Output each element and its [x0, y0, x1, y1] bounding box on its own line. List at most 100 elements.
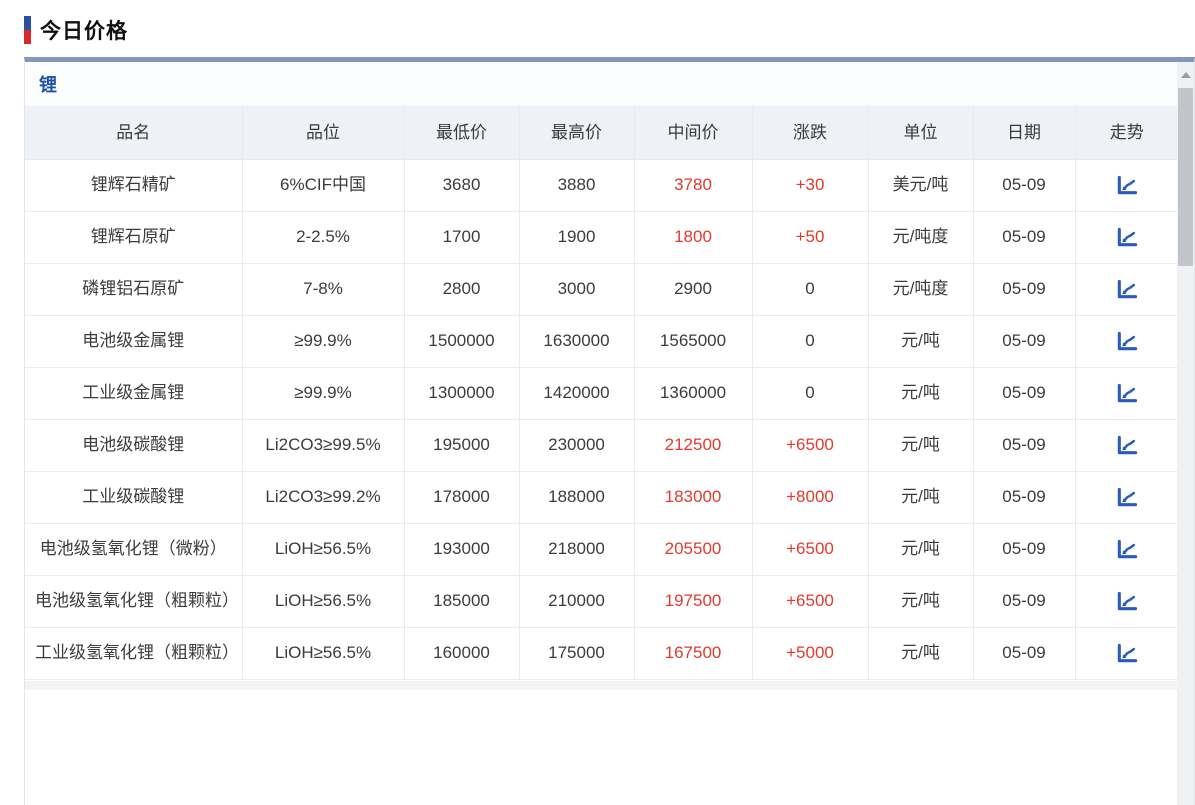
cell-date: 05-09 [972, 626, 1076, 680]
price-table: 品名 品位 最低价 最高价 中间价 涨跌 单位 日期 走势 锂辉石精矿 6%CI… [25, 107, 1178, 680]
line-chart-icon[interactable] [1115, 226, 1139, 250]
cell-mid-price: 197500 [633, 574, 753, 628]
cell-low-price: 160000 [403, 626, 520, 680]
cell-change: +50 [751, 210, 869, 264]
table-row: 电池级碳酸锂 Li2CO3≥99.5% 195000 230000 212500… [25, 418, 1178, 472]
cell-high-price: 188000 [518, 470, 635, 524]
cell-low-price: 1500000 [403, 314, 520, 368]
cell-unit: 元/吨 [867, 522, 974, 576]
cell-trend [1074, 522, 1178, 576]
cell-high-price: 1900 [518, 210, 635, 264]
cell-high-price: 1630000 [518, 314, 635, 368]
col-header-high-price: 最高价 [518, 107, 635, 160]
cell-unit: 元/吨度 [867, 262, 974, 316]
cell-change: +6500 [751, 418, 869, 472]
table-row: 磷锂铝石原矿 7-8% 2800 3000 2900 0 元/吨度 05-09 [25, 262, 1178, 316]
scroll-up-button[interactable] [1177, 62, 1194, 87]
cell-mid-price: 1565000 [633, 314, 753, 368]
cell-date: 05-09 [972, 314, 1076, 368]
cell-high-price: 3880 [518, 158, 635, 212]
line-chart-icon[interactable] [1115, 642, 1139, 666]
cell-high-price: 3000 [518, 262, 635, 316]
table-row: 电池级氢氧化锂（粗颗粒） LiOH≥56.5% 185000 210000 19… [25, 574, 1178, 628]
cell-date: 05-09 [972, 418, 1076, 472]
cell-unit: 元/吨 [867, 574, 974, 628]
cell-high-price: 218000 [518, 522, 635, 576]
cell-high-price: 230000 [518, 418, 635, 472]
table-row: 锂辉石精矿 6%CIF中国 3680 3880 3780 +30 美元/吨 05… [25, 158, 1178, 212]
cell-trend [1074, 262, 1178, 316]
cell-product-name: 锂辉石原矿 [25, 210, 243, 264]
section-title-lithium[interactable]: 锂 [39, 75, 57, 95]
cell-date: 05-09 [972, 522, 1076, 576]
col-header-grade: 品位 [241, 107, 405, 160]
line-chart-icon[interactable] [1115, 382, 1139, 406]
cell-unit: 元/吨度 [867, 210, 974, 264]
cell-trend [1074, 366, 1178, 420]
cell-trend [1074, 574, 1178, 628]
line-chart-icon[interactable] [1115, 330, 1139, 354]
cell-grade: LiOH≥56.5% [241, 574, 405, 628]
cell-trend [1074, 418, 1178, 472]
cell-unit: 元/吨 [867, 470, 974, 524]
cell-product-name: 工业级碳酸锂 [25, 470, 243, 524]
cell-product-name: 磷锂铝石原矿 [25, 262, 243, 316]
cell-low-price: 3680 [403, 158, 520, 212]
line-chart-icon[interactable] [1115, 434, 1139, 458]
cell-date: 05-09 [972, 158, 1076, 212]
cell-low-price: 1700 [403, 210, 520, 264]
cell-change: 0 [751, 314, 869, 368]
table-row: 电池级氢氧化锂（微粉） LiOH≥56.5% 193000 218000 205… [25, 522, 1178, 576]
next-section-strip [25, 680, 1178, 690]
cell-change: +8000 [751, 470, 869, 524]
col-header-trend: 走势 [1074, 107, 1178, 160]
cell-change: +6500 [751, 522, 869, 576]
cell-product-name: 工业级金属锂 [25, 366, 243, 420]
cell-low-price: 195000 [403, 418, 520, 472]
cell-grade: 6%CIF中国 [241, 158, 405, 212]
cell-mid-price: 167500 [633, 626, 753, 680]
scrollbar-thumb[interactable] [1178, 88, 1193, 266]
cell-product-name: 电池级氢氧化锂（粗颗粒） [25, 574, 243, 628]
cell-mid-price: 1360000 [633, 366, 753, 420]
price-panel: 锂 品名 品位 最低价 最高价 中间价 涨跌 单位 日期 走势 [24, 57, 1195, 805]
cell-date: 05-09 [972, 262, 1076, 316]
cell-unit: 元/吨 [867, 418, 974, 472]
cell-unit: 元/吨 [867, 366, 974, 420]
cell-grade: LiOH≥56.5% [241, 626, 405, 680]
cell-mid-price: 2900 [633, 262, 753, 316]
cell-change: +6500 [751, 574, 869, 628]
cell-low-price: 185000 [403, 574, 520, 628]
cell-product-name: 工业级氢氧化锂（粗颗粒） [25, 626, 243, 680]
line-chart-icon[interactable] [1115, 174, 1139, 198]
cell-date: 05-09 [972, 366, 1076, 420]
cell-mid-price: 183000 [633, 470, 753, 524]
col-header-mid-price: 中间价 [633, 107, 753, 160]
table-row: 工业级氢氧化锂（粗颗粒） LiOH≥56.5% 160000 175000 16… [25, 626, 1178, 680]
cell-high-price: 1420000 [518, 366, 635, 420]
line-chart-icon[interactable] [1115, 486, 1139, 510]
cell-mid-price: 212500 [633, 418, 753, 472]
cell-product-name: 锂辉石精矿 [25, 158, 243, 212]
cell-trend [1074, 470, 1178, 524]
cell-unit: 元/吨 [867, 314, 974, 368]
cell-trend [1074, 158, 1178, 212]
line-chart-icon[interactable] [1115, 538, 1139, 562]
cell-mid-price: 1800 [633, 210, 753, 264]
vertical-scrollbar[interactable] [1177, 62, 1194, 805]
cell-grade: LiOH≥56.5% [241, 522, 405, 576]
scroll-up-arrow-icon [1180, 71, 1191, 78]
cell-mid-price: 205500 [633, 522, 753, 576]
cell-product-name: 电池级碳酸锂 [25, 418, 243, 472]
col-header-date: 日期 [972, 107, 1076, 160]
cell-date: 05-09 [972, 210, 1076, 264]
cell-low-price: 2800 [403, 262, 520, 316]
cell-change: 0 [751, 366, 869, 420]
line-chart-icon[interactable] [1115, 278, 1139, 302]
section-header: 锂 [25, 62, 1178, 107]
cell-high-price: 210000 [518, 574, 635, 628]
cell-unit: 美元/吨 [867, 158, 974, 212]
col-header-low-price: 最低价 [403, 107, 520, 160]
cell-unit: 元/吨 [867, 626, 974, 680]
line-chart-icon[interactable] [1115, 590, 1139, 614]
